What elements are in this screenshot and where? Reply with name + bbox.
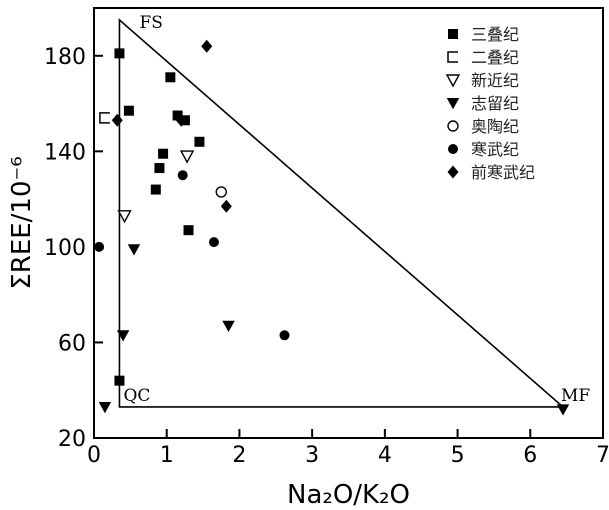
legend-marker-diamond	[447, 165, 459, 179]
axes	[93, 7, 604, 439]
point-triangle-down	[116, 330, 130, 342]
point-bracket	[99, 112, 110, 124]
point-circle	[208, 237, 219, 248]
point-square	[183, 225, 194, 236]
point-triangle-down	[556, 404, 570, 416]
point-triangle-down	[222, 320, 235, 332]
x-tick-label: 4	[378, 443, 392, 468]
x-tick-label: 1	[160, 443, 174, 468]
ticks: 0 1 2 3 4 5 6 7 20 60 100 140 180	[44, 45, 609, 468]
point-square	[172, 110, 183, 121]
point-square	[123, 105, 134, 116]
y-tick-label: 100	[44, 236, 86, 261]
point-diamond	[111, 113, 123, 127]
y-tick-label: 180	[44, 45, 86, 70]
legend-marker-circle	[448, 144, 458, 154]
legend-marker-bracket	[447, 51, 458, 63]
point-square	[194, 136, 205, 147]
point-diamond	[220, 199, 232, 213]
point-diamond	[201, 39, 213, 53]
y-tick-label: 60	[58, 331, 86, 356]
legend-marker-square	[448, 29, 458, 39]
point-circle	[94, 241, 105, 252]
x-tick-label: 5	[451, 443, 465, 468]
point-circle	[279, 330, 290, 341]
plot-frame	[93, 7, 604, 439]
legend-marker-triangle-down	[446, 98, 460, 110]
point-square	[114, 375, 125, 386]
legend-label: 三叠纪	[471, 25, 519, 44]
y-axis-title: ΣREE/10⁻⁶	[7, 156, 37, 289]
vertex-label-fs: FS	[139, 13, 162, 33]
point-triangle-down	[127, 244, 141, 256]
point-triangle-down-open	[179, 150, 195, 164]
legend-label: 志留纪	[471, 94, 519, 113]
legend-label: 新近纪	[471, 71, 519, 90]
x-tick-label: 7	[596, 443, 609, 468]
triangle-diagram: FS QC MF	[118, 13, 590, 408]
point-square	[150, 184, 161, 195]
point-diamond	[175, 113, 187, 127]
legend-label: 奥陶纪	[471, 117, 519, 136]
vertex-label-mf: MF	[561, 386, 590, 406]
y-tick-label: 140	[44, 140, 86, 165]
x-tick-label: 6	[523, 443, 537, 468]
x-tick-label: 2	[232, 443, 246, 468]
point-square	[158, 148, 169, 159]
point-square	[114, 48, 125, 59]
legend-marker-triangle-down-open	[445, 74, 461, 88]
point-triangle-down-open	[117, 210, 132, 224]
legend-label: 二叠纪	[471, 48, 519, 67]
point-circle	[177, 170, 188, 181]
data-points	[94, 39, 570, 416]
y-tick-label: 20	[58, 427, 86, 452]
point-triangle-down	[98, 401, 112, 414]
point-square	[165, 72, 176, 83]
x-tick-label: 0	[87, 443, 101, 468]
vertex-label-qc: QC	[123, 386, 150, 406]
x-tick-label: 3	[305, 443, 319, 468]
legend-label: 寒武纪	[471, 140, 519, 159]
legend-marker-circle-open	[447, 120, 459, 132]
point-circle-open	[215, 186, 227, 198]
x-axis-title: Na₂O/K₂O	[287, 480, 410, 510]
point-square	[154, 163, 165, 174]
legend-label: 前寒武纪	[471, 163, 535, 182]
